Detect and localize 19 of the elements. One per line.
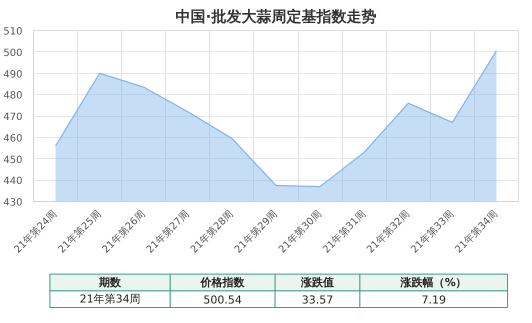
y-tick-label: 480 (3, 90, 23, 102)
y-tick-label: 510 (3, 26, 23, 38)
y-tick-label: 450 (3, 154, 23, 166)
text: 价格指数 (200, 276, 246, 289)
y-tick-label: 500 (3, 48, 23, 59)
text: 涨跌值 (300, 276, 334, 289)
y-tick-label: 440 (3, 176, 23, 188)
text: 期数 (98, 276, 122, 289)
text: 500.54 (203, 294, 242, 307)
chart-title: 中国·批发大蒜周定基指数走势 (176, 8, 376, 26)
y-tick-label: 490 (3, 69, 23, 80)
x-tick-label: 21年第24周 (12, 208, 60, 256)
text: 7.19 (421, 294, 446, 307)
y-tick-label: 430 (3, 198, 23, 208)
y-tick-label: 470 (3, 112, 23, 123)
text: 21年第34周 (80, 292, 141, 306)
text: 33.57 (302, 294, 334, 307)
text: 涨跌幅（%） (400, 276, 467, 289)
y-tick-label: 460 (3, 133, 23, 144)
